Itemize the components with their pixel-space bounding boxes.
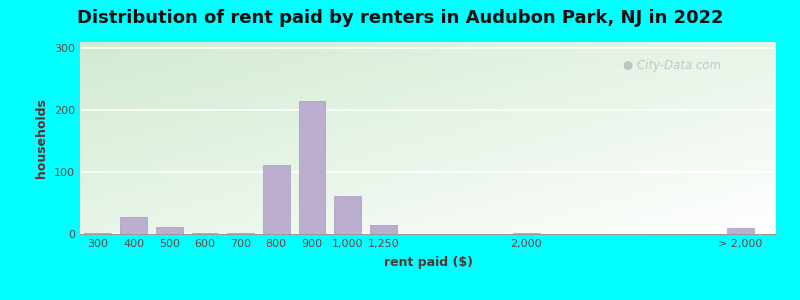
Bar (85, 233, 111, 234)
Text: Distribution of rent paid by renters in Audubon Park, NJ in 2022: Distribution of rent paid by renters in … (77, 9, 723, 27)
X-axis label: rent paid ($): rent paid ($) (383, 256, 473, 269)
Bar (513, 233, 539, 234)
Bar (156, 226, 182, 234)
Bar (227, 233, 254, 234)
Y-axis label: households: households (35, 98, 49, 178)
Bar (334, 196, 361, 234)
Bar (191, 233, 218, 234)
Bar (298, 101, 326, 234)
Bar (370, 225, 397, 234)
Bar (727, 228, 754, 234)
Text: ● City-Data.com: ● City-Data.com (623, 58, 721, 71)
Bar (120, 217, 147, 234)
Bar (263, 165, 290, 234)
